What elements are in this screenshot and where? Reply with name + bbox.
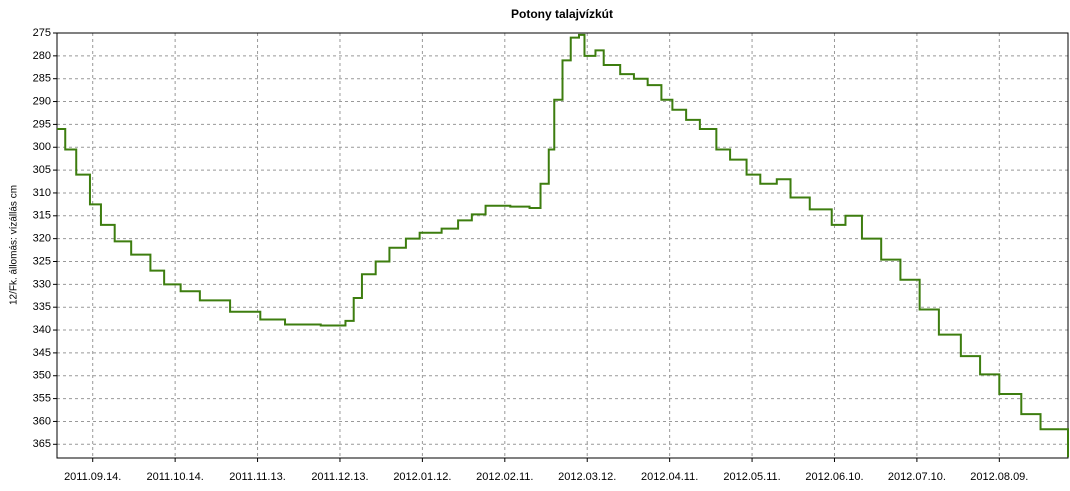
y-tick-label: 325 bbox=[33, 255, 51, 267]
y-tick-label: 295 bbox=[33, 118, 51, 130]
x-tick-label: 2012.08.09. bbox=[970, 471, 1028, 483]
y-tick-label: 285 bbox=[33, 73, 51, 85]
y-tick-label: 335 bbox=[33, 301, 51, 313]
y-tick-label: 330 bbox=[33, 278, 51, 290]
x-tick-label: 2012.05.11. bbox=[723, 471, 780, 483]
x-tick-label: 2011.12.13. bbox=[311, 471, 368, 483]
x-tick-label: 2011.11.13. bbox=[229, 471, 285, 483]
y-axis-label: 12/Fk. állomás: vízállás cm bbox=[9, 185, 20, 305]
y-tick-label: 305 bbox=[33, 164, 51, 176]
x-tick-label: 2012.04.11. bbox=[641, 471, 698, 483]
y-tick-label: 300 bbox=[33, 141, 51, 153]
y-tick-label: 320 bbox=[33, 233, 51, 245]
plot-frame bbox=[56, 32, 1069, 459]
x-tick-label: 2011.09.14. bbox=[64, 471, 121, 483]
x-tick-label: 2012.07.10. bbox=[888, 471, 946, 483]
y-tick-label: 280 bbox=[33, 50, 51, 62]
y-tick-label: 315 bbox=[33, 210, 51, 222]
y-tick-label: 350 bbox=[33, 370, 51, 382]
y-tick-label: 365 bbox=[33, 438, 51, 450]
data-line bbox=[57, 33, 1069, 458]
x-tick-label: 2012.06.10. bbox=[805, 471, 863, 483]
y-tick-label: 345 bbox=[33, 347, 51, 359]
x-tick-label: 2012.03.12. bbox=[558, 471, 616, 483]
y-tick-label: 290 bbox=[33, 95, 51, 107]
x-tick-label: 2012.02.11. bbox=[476, 471, 533, 483]
y-tick-label: 355 bbox=[33, 392, 51, 404]
x-tick-label: 2012.01.12. bbox=[393, 471, 451, 483]
y-tick-label: 340 bbox=[33, 324, 51, 336]
y-tick-label: 275 bbox=[33, 27, 51, 39]
chart-title: Potony talajvízkút bbox=[511, 7, 613, 21]
y-tick-label: 360 bbox=[33, 415, 51, 427]
x-tick-label: 2011.10.14. bbox=[146, 471, 203, 483]
y-tick-label: 310 bbox=[33, 187, 51, 199]
